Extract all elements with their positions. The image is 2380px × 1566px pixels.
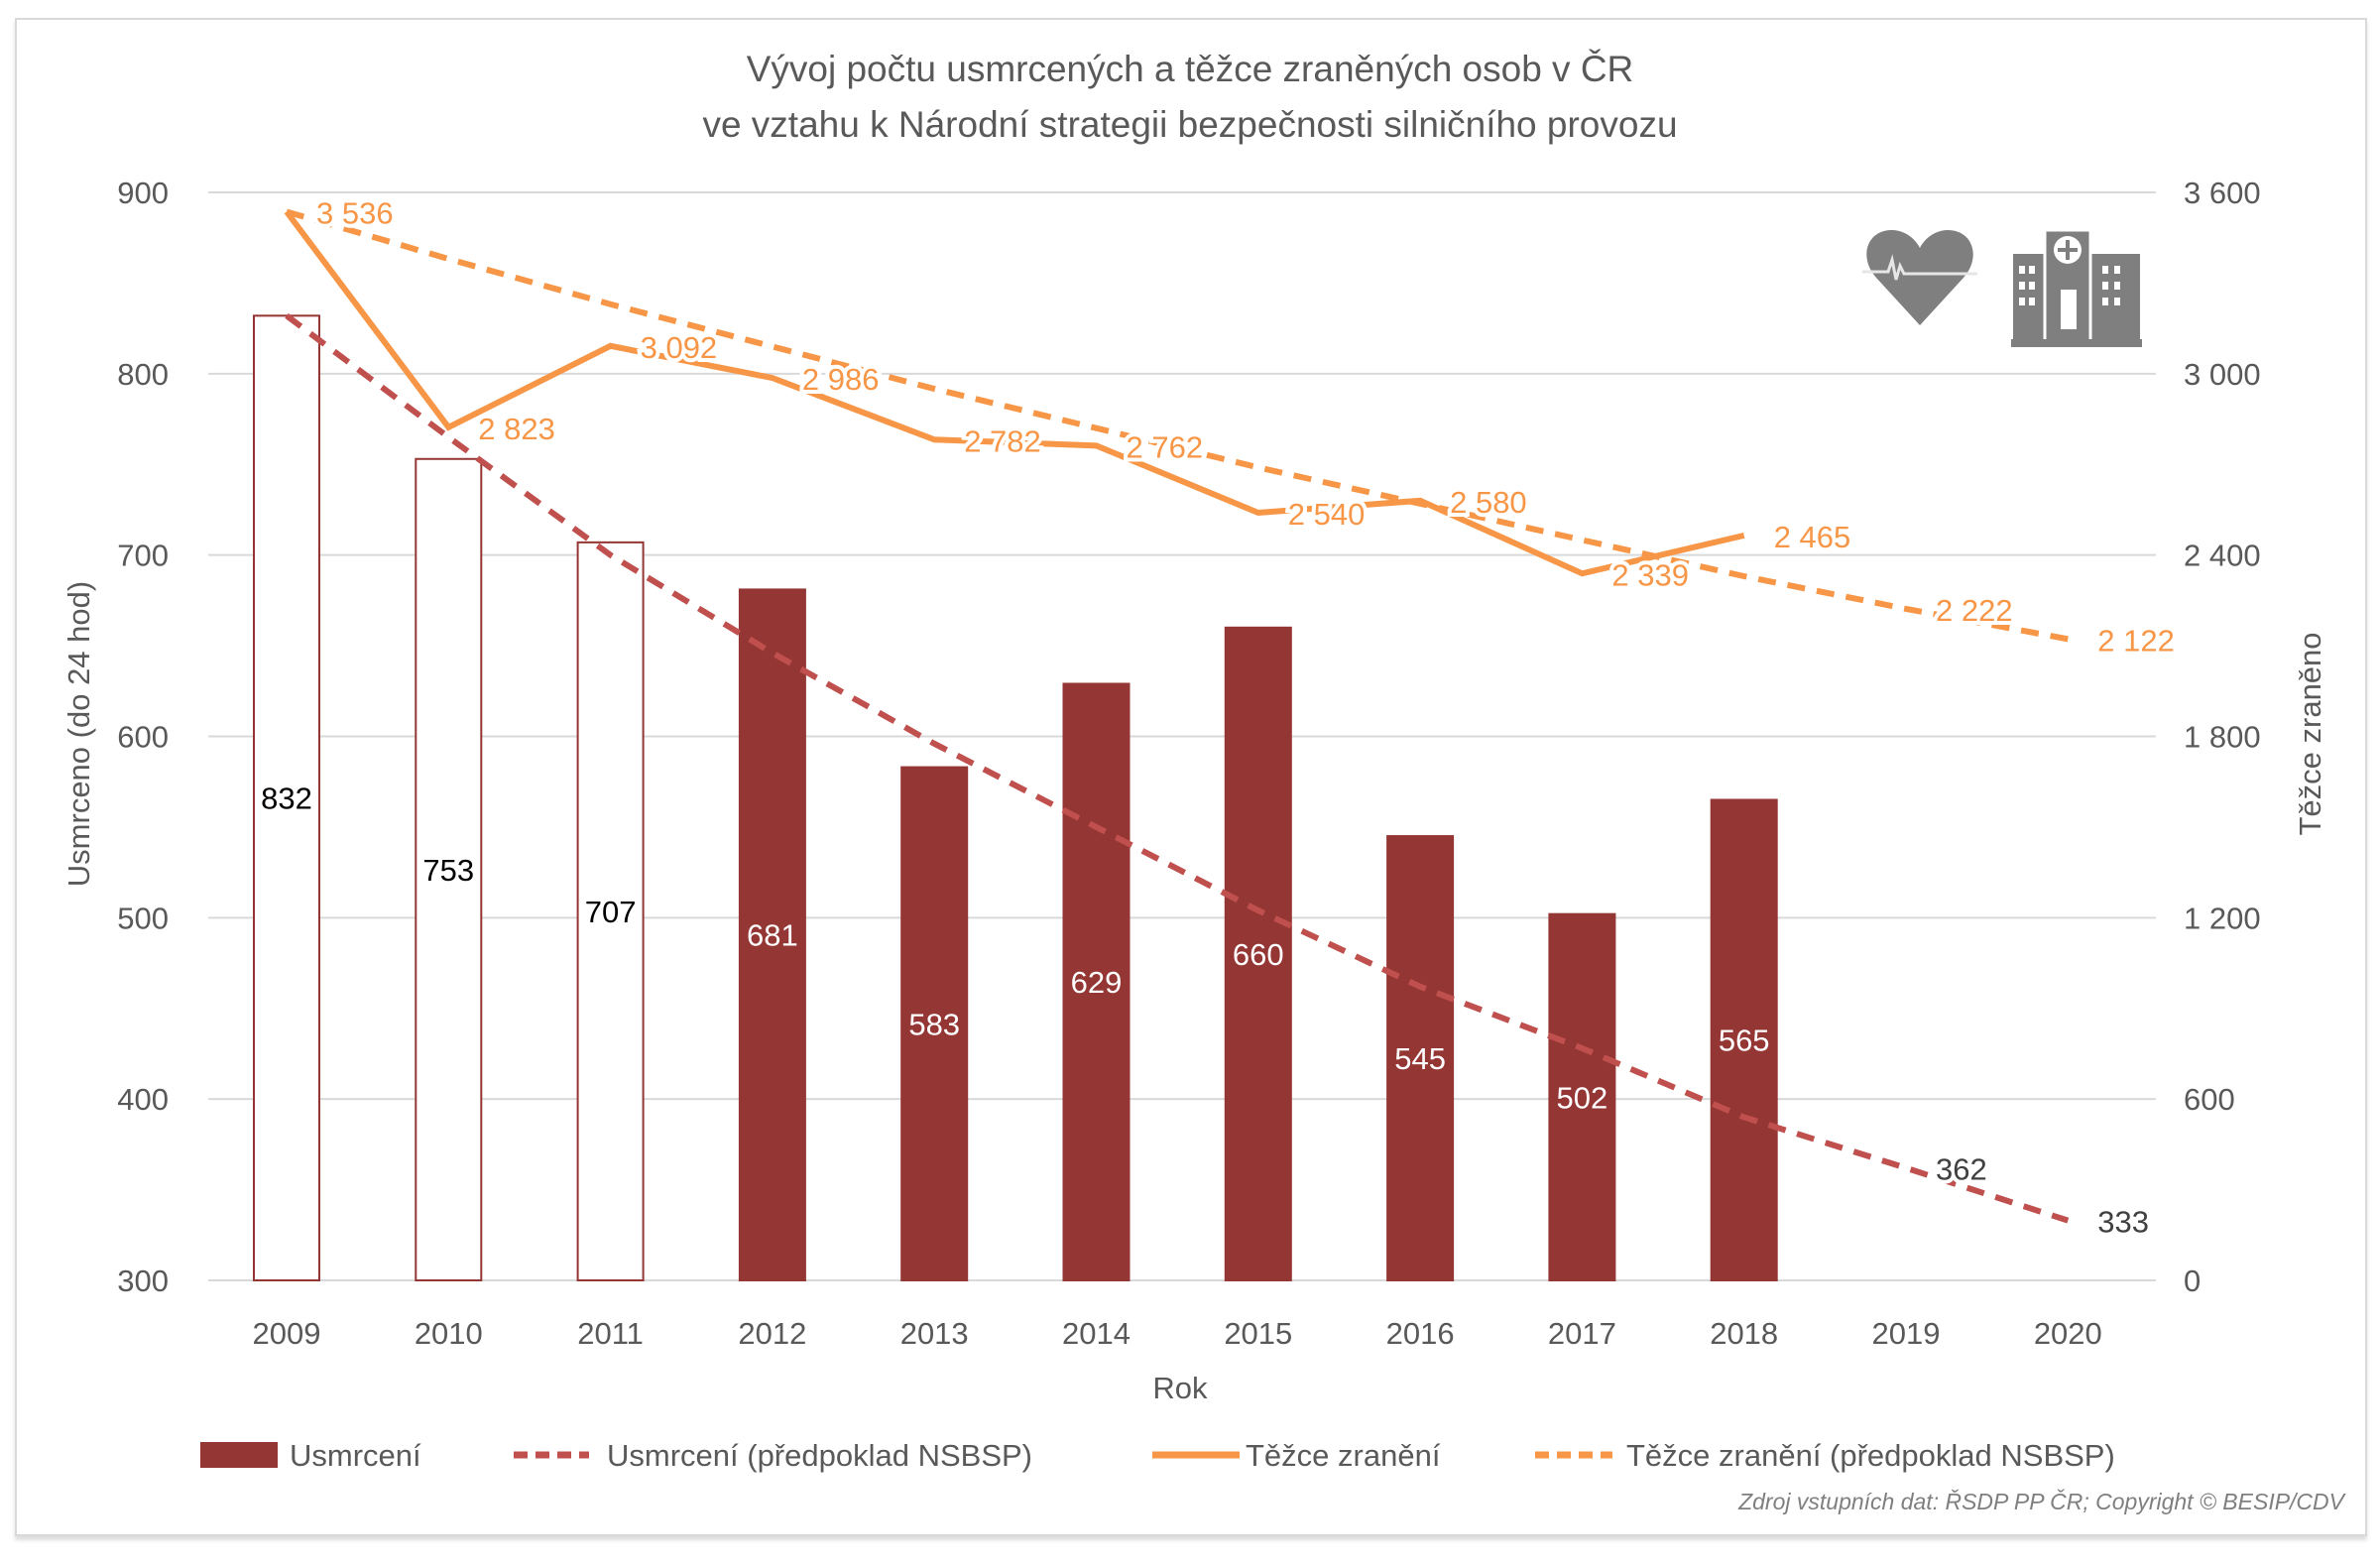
x-tick: 2017 [1548, 1316, 1616, 1351]
line-point-label: 2 540 [1288, 497, 1366, 532]
legend-swatch-usmrceni [200, 1442, 278, 1468]
bar-usmrceni [1386, 835, 1455, 1282]
chart-title-line-2: ve vztahu k Národní strategii bezpečnost… [702, 104, 1677, 145]
bar-label: 753 [422, 853, 474, 888]
chart-title-line-1: Vývoj počtu usmrcených a těžce zraněných… [747, 49, 1634, 89]
y-tick-left: 800 [117, 357, 169, 392]
bar-label: 660 [1233, 937, 1284, 972]
legend-label-tezce-zraneni: Těžce zranění [1246, 1438, 1441, 1473]
y-tick-right: 1 800 [2184, 720, 2261, 755]
y-tick-left: 400 [117, 1082, 169, 1117]
legend: Usmrcení Usmrcení (předpoklad NSBSP) Těž… [200, 1438, 2115, 1473]
line-point-label: 2 465 [1774, 520, 1851, 554]
y-tick-left: 500 [117, 901, 169, 935]
bar-usmrceni [1224, 626, 1292, 1281]
source-note: Zdroj vstupních dat: ŘSDP PP ČR; Copyrig… [1737, 1488, 2347, 1514]
y-tick-right: 2 400 [2184, 539, 2261, 573]
bar-label: 681 [747, 918, 798, 953]
line-point-label: 333 [2097, 1205, 2149, 1240]
bar-label: 545 [1394, 1041, 1446, 1076]
y-tick-right: 3 000 [2184, 357, 2261, 392]
line-point-label: 2 823 [478, 412, 555, 446]
line-point-label: 2 762 [1127, 429, 1204, 464]
bar-label: 502 [1557, 1080, 1608, 1115]
heart-pulse-icon [1862, 230, 1977, 325]
y-axis-label-left: Usmrceno (do 24 hod) [61, 581, 96, 887]
line-point-label: 2 986 [802, 362, 880, 397]
x-tick: 2019 [1872, 1316, 1941, 1351]
y-axis-label-right: Těžce zraněno [2293, 632, 2327, 835]
bar-label: 832 [261, 782, 312, 816]
x-axis-label: Rok [1152, 1371, 1208, 1405]
x-tick: 2016 [1386, 1316, 1455, 1351]
bar-usmrceni [738, 588, 806, 1281]
bar-label: 565 [1719, 1024, 1770, 1058]
bar-usmrceni [415, 457, 483, 1281]
x-tick: 2018 [1710, 1316, 1778, 1351]
bar-usmrceni [900, 766, 969, 1281]
bar-usmrceni [1062, 682, 1130, 1281]
x-tick: 2009 [253, 1316, 321, 1351]
bar-usmrceni [253, 314, 320, 1281]
y-tick-right: 600 [2184, 1082, 2235, 1117]
legend-label-usmrceni-nsbsp: Usmrcení (předpoklad NSBSP) [607, 1438, 1032, 1473]
line-point-label: 2 782 [964, 423, 1041, 458]
line-1 [285, 312, 2070, 1224]
y-tick-right: 1 200 [2184, 901, 2261, 935]
x-tick: 2014 [1062, 1316, 1130, 1351]
chart-frame [15, 18, 2367, 1536]
legend-label-tezce-zraneni-nsbsp: Těžce zranění (předpoklad NSBSP) [1626, 1438, 2115, 1473]
bar-label: 629 [1071, 965, 1123, 1000]
y-tick-right: 3 600 [2184, 176, 2261, 210]
x-tick: 2012 [738, 1316, 806, 1351]
y-tick-right: 0 [2184, 1264, 2201, 1298]
line-point-label: 2 222 [1936, 593, 2013, 628]
line-point-label: 2 339 [1611, 557, 1689, 592]
bar-usmrceni [1548, 912, 1616, 1282]
x-tick: 2013 [900, 1316, 969, 1351]
y-tick-left: 300 [117, 1264, 169, 1298]
line-2 [284, 209, 1745, 577]
line-3 [286, 208, 2069, 643]
y-tick-left: 700 [117, 539, 169, 573]
bar-usmrceni [1710, 798, 1778, 1281]
hospital-icon [2011, 228, 2142, 347]
x-tick: 2010 [415, 1316, 483, 1351]
x-tick: 2011 [577, 1316, 644, 1351]
y-tick-left: 600 [117, 720, 169, 755]
legend-label-usmrceni: Usmrcení [290, 1438, 421, 1473]
line-point-label: 362 [1936, 1152, 1987, 1187]
bar-usmrceni [576, 541, 645, 1281]
line-point-label: 2 580 [1450, 485, 1527, 520]
x-tick: 2020 [2034, 1316, 2102, 1351]
bar-label: 707 [585, 895, 637, 929]
x-tick: 2015 [1224, 1316, 1292, 1351]
line-point-label: 2 122 [2097, 623, 2175, 658]
line-point-label: 3 536 [316, 196, 394, 231]
y-tick-left: 900 [117, 176, 169, 210]
line-point-label: 3 092 [641, 330, 718, 365]
bar-label: 583 [908, 1007, 960, 1041]
